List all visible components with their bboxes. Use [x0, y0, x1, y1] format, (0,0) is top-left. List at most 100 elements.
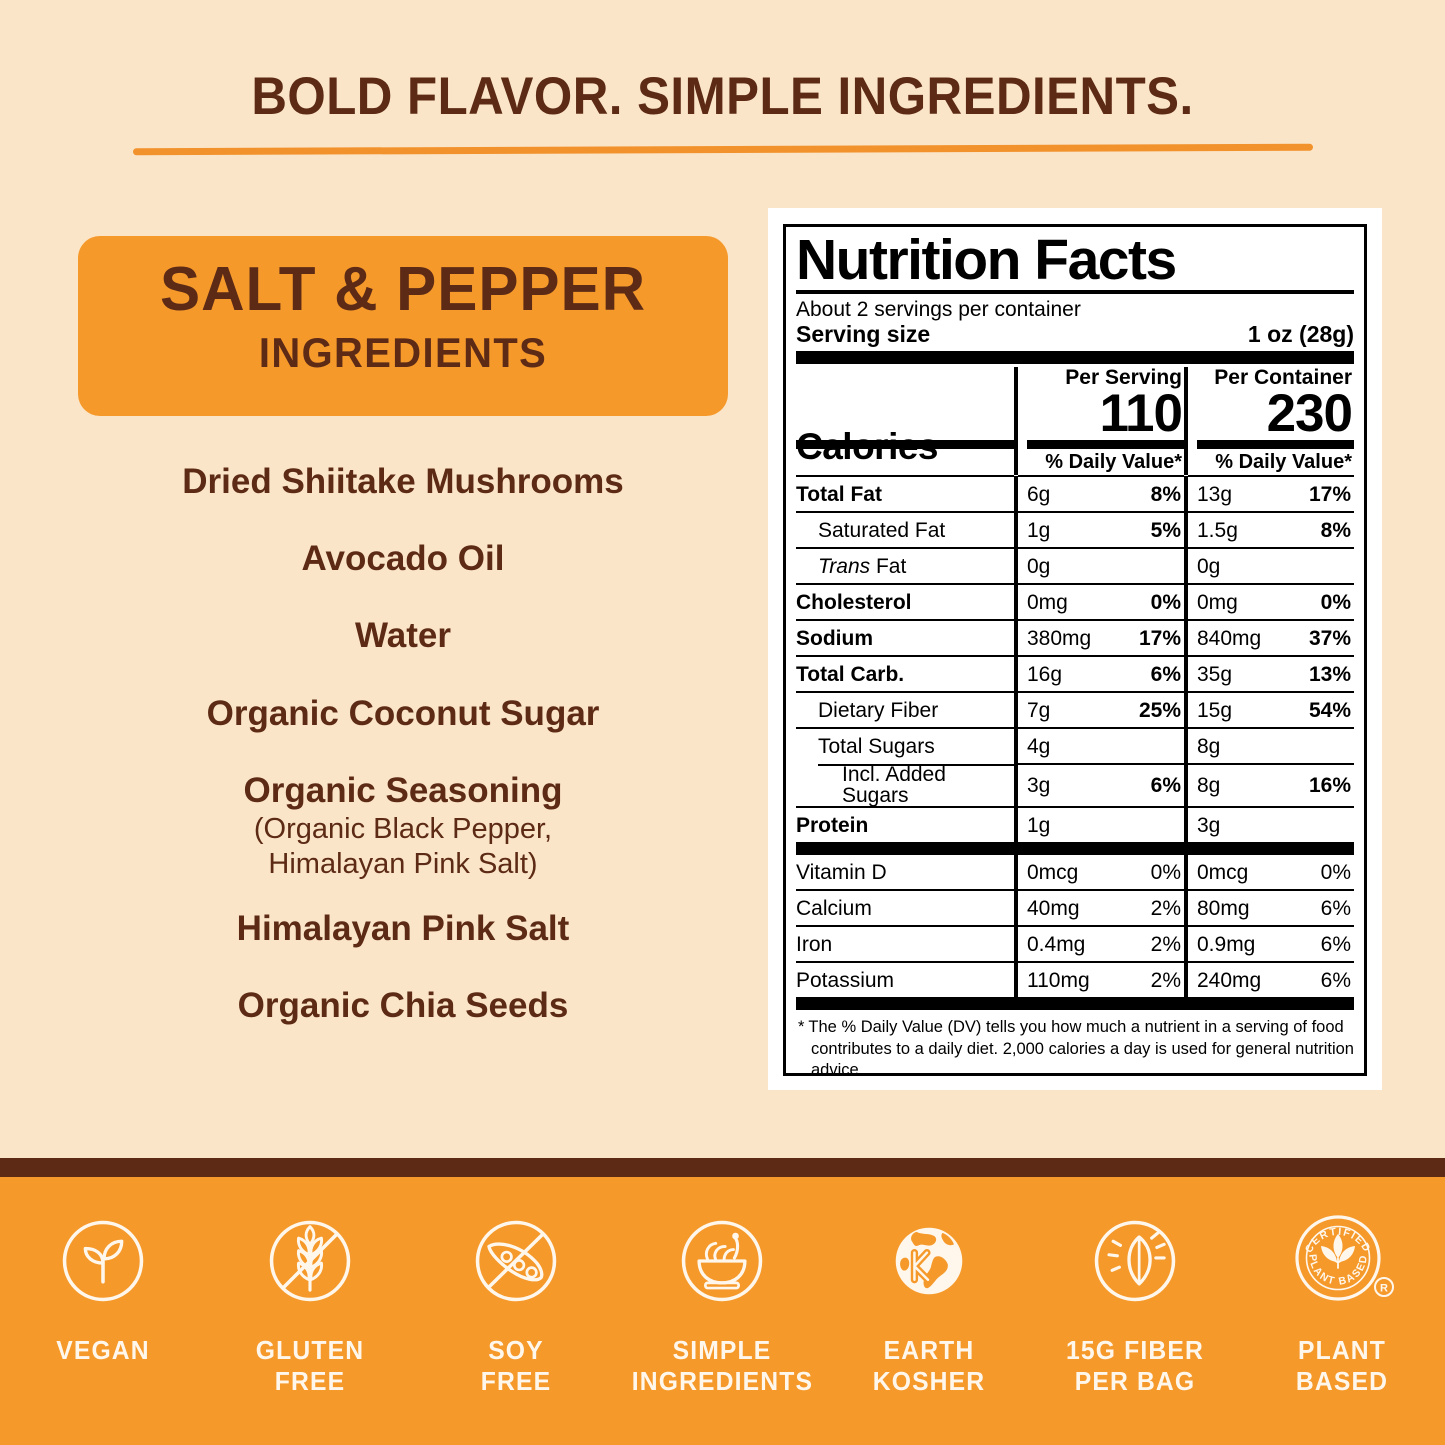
column-divider: [1014, 764, 1018, 808]
dv-per-serving: 2%: [1101, 889, 1184, 927]
per-serving-header: Per Serving: [1065, 366, 1182, 390]
amount-per-serving: 16g: [1018, 655, 1101, 693]
nutrition-facts-card: Nutrition Facts About 2 servings per con…: [768, 208, 1382, 1090]
nutrient-name: Trans Fat: [796, 547, 1014, 585]
column-divider: [1014, 962, 1018, 998]
nutrient-name: Vitamin D: [796, 842, 1014, 891]
column-divider: [1014, 890, 1018, 927]
column-divider: [1184, 962, 1188, 998]
nutrient-name: Total Carb.: [796, 655, 1014, 693]
nutrient-name: Cholesterol: [796, 583, 1014, 621]
section-divider-bar: [0, 1158, 1445, 1177]
dv-per-container: 0%: [1271, 842, 1354, 891]
nutrient-row: Potassium 110mg 2% 240mg 6%: [796, 961, 1354, 998]
amount-per-serving: 3g: [1018, 763, 1101, 808]
nutrient-row: Sodium 380mg 17% 840mg 37%: [796, 619, 1354, 657]
column-divider: [1014, 584, 1018, 621]
footnote-line-2: contributes to a daily diet. 2,000 calor…: [811, 1039, 1354, 1080]
closing-band: [796, 997, 1354, 1011]
per-serving-col: Per Serving 110 % Daily Value*: [1014, 366, 1184, 476]
dv-per-serving: [1101, 727, 1184, 765]
daily-value-footnote: * The % Daily Value (DV) tells you how mu…: [796, 1017, 1354, 1081]
ingredient-sublist: (Organic Black Pepper, Himalayan Pink Sal…: [253, 812, 553, 881]
globe-kosher-icon: [834, 1201, 1024, 1321]
column-divider: [1184, 656, 1188, 693]
ingredient-name: Avocado Oil: [301, 539, 505, 579]
header-underline-rule: [132, 143, 1314, 156]
per-serving-dv-header: % Daily Value*: [1045, 451, 1182, 474]
ingredient-item: Dried Shiitake Mushrooms: [78, 462, 728, 501]
dv-per-container: 8%: [1271, 511, 1354, 549]
amount-per-container: 0g: [1188, 547, 1271, 585]
amount-per-container: 0mg: [1188, 583, 1271, 621]
badge-label: 15G FIBER PER BAG: [1066, 1335, 1205, 1396]
ingredient-name: Water: [355, 616, 451, 656]
amount-per-container: 0mcg: [1188, 842, 1271, 891]
column-divider: [1014, 476, 1018, 513]
amount-per-serving: 0mg: [1018, 583, 1101, 621]
calories-label-rule: [796, 440, 1014, 450]
nutrition-facts-frame: Nutrition Facts About 2 servings per con…: [783, 224, 1367, 1079]
per-serving-rule: [1027, 440, 1184, 450]
ingredient-item: Himalayan Pink Salt: [78, 909, 728, 948]
nutrient-row: Total Sugars 4g 8g: [796, 727, 1354, 765]
badge-label: PLANT BASED: [1295, 1335, 1388, 1396]
amount-per-container: 80mg: [1188, 889, 1271, 927]
per-container-dv-header: % Daily Value*: [1215, 451, 1352, 474]
dv-per-serving: [1101, 547, 1184, 585]
column-divider: [1014, 620, 1018, 657]
ingredient-item: Organic Seasoning (Organic Black Pepper, H…: [78, 771, 728, 883]
dv-per-serving: 25%: [1101, 691, 1184, 729]
serving-band-rule: [796, 351, 1354, 365]
dv-per-serving: 8%: [1101, 475, 1184, 513]
column-divider: [1184, 926, 1188, 963]
ingredient-list: Dried Shiitake Mushrooms Avocado Oil Water…: [78, 462, 728, 1025]
ingredients-subtitle: INGREDIENTS: [258, 329, 548, 377]
nutrient-name: Iron: [796, 925, 1014, 963]
certification-badge: SIMPLE INGREDIENTS: [627, 1201, 817, 1396]
nutrient-row: Iron 0.4mg 2% 0.9mg 6%: [796, 925, 1354, 963]
dv-per-container: 6%: [1271, 961, 1354, 998]
column-divider: [1184, 728, 1188, 765]
ingredients-panel: SALT & PEPPER INGREDIENTS Dried Shiitake…: [78, 236, 728, 1063]
ingredient-item: Organic Chia Seeds: [78, 986, 728, 1025]
nutrient-row: Cholesterol 0mg 0% 0mg 0%: [796, 583, 1354, 621]
column-divider: [1184, 584, 1188, 621]
amount-per-container: 8g: [1188, 763, 1271, 808]
nutrient-name: Calcium: [796, 889, 1014, 927]
ingredient-name: Organic Chia Seeds: [237, 985, 569, 1025]
nutrient-row: Dietary Fiber 7g 25% 15g 54%: [796, 691, 1354, 729]
dv-per-serving: 6%: [1101, 655, 1184, 693]
column-divider: [1184, 890, 1188, 927]
nutrient-name: Total Sugars: [796, 727, 1014, 765]
nutrient-row: Incl. Added Sugars 3g 6% 8g 16%: [796, 763, 1354, 808]
amount-per-container: 1.5g: [1188, 511, 1271, 549]
dv-per-container: 0%: [1271, 583, 1354, 621]
column-divider: [1184, 807, 1188, 849]
amount-per-serving: 0g: [1018, 547, 1101, 585]
amount-per-serving: 7g: [1018, 691, 1101, 729]
dv-per-container: 6%: [1271, 925, 1354, 963]
amount-per-serving: 380mg: [1018, 619, 1101, 657]
dv-per-serving: [1101, 806, 1184, 849]
certification-badge: CERTIFIED PLANT BASED R PLANT BASED: [1247, 1201, 1437, 1396]
nutrient-table: Total Fat 6g 8% 13g 17% Saturated Fat 1g 5% 1.5g…: [796, 475, 1354, 1011]
nutrient-name: Dietary Fiber: [796, 691, 1014, 729]
column-divider: [1014, 692, 1018, 729]
column-divider: [1184, 764, 1188, 808]
calories-per-serving-value: 110: [1099, 384, 1183, 444]
column-divider: [1184, 476, 1188, 513]
nutrient-name: Incl. Added Sugars: [796, 764, 1014, 807]
amount-per-serving: 110mg: [1018, 961, 1101, 998]
nutrient-row: Protein 1g 3g: [796, 806, 1354, 849]
amount-per-container: 35g: [1188, 655, 1271, 693]
certified-plant-based-seal-icon: CERTIFIED PLANT BASED R: [1247, 1201, 1437, 1321]
dv-per-container: 13%: [1271, 655, 1354, 693]
nutrient-row: Total Carb. 16g 6% 35g 13%: [796, 655, 1354, 693]
ingredient-name: Himalayan Pink Salt: [236, 908, 570, 948]
dv-per-container: 16%: [1271, 763, 1354, 808]
dv-per-container: 37%: [1271, 619, 1354, 657]
dv-per-serving: 0%: [1101, 583, 1184, 621]
amount-per-serving: 1g: [1018, 806, 1101, 849]
title-rule: [796, 289, 1354, 294]
